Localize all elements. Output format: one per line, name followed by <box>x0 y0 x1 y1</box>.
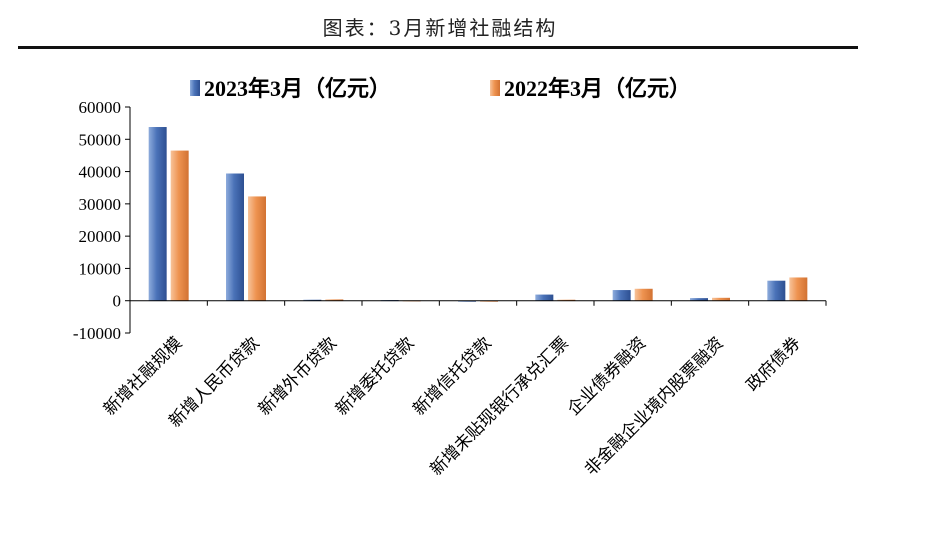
legend-swatch-1 <box>190 80 200 96</box>
x-category-label: 新增社融规模 <box>100 333 186 419</box>
bar-series-1 <box>612 290 631 301</box>
bar-series-2 <box>170 150 189 301</box>
x-axis: 新增社融规模新增人民币贷款新增外币贷款新增委托贷款新增信托贷款新增未贴现银行承兑… <box>100 300 827 480</box>
bar-series-2 <box>712 297 730 301</box>
bar-series-1 <box>148 127 167 301</box>
y-tick-label: 50000 <box>79 130 122 149</box>
y-axis: -10000 0 10000 20000 30000 40000 50000 60000 <box>73 98 131 343</box>
figure-caption: 图表：3月新增社融结构 <box>322 16 558 40</box>
x-category-label: 企业债券融资 <box>564 333 650 419</box>
y-tick-label: 10000 <box>79 259 122 278</box>
legend-label-2: 2022年3月（亿元） <box>504 76 691 101</box>
y-tick-label: 20000 <box>79 227 122 246</box>
x-category-label: 新增信托贷款 <box>409 333 495 419</box>
x-category-label: 新增未贴现银行承兑汇票 <box>426 333 572 479</box>
x-category-label: 新增外币贷款 <box>255 333 341 419</box>
y-tick-label: 30000 <box>79 195 122 214</box>
bar-series-2 <box>325 299 344 301</box>
bar-series-2 <box>248 196 266 301</box>
y-tick-label: 60000 <box>79 98 122 117</box>
x-category-label: 非金融企业境内股票融资 <box>581 333 727 479</box>
y-tick-label: -10000 <box>73 324 121 343</box>
bar-series-1 <box>226 173 244 301</box>
x-category-label: 政府债券 <box>743 333 805 395</box>
bar-series-1 <box>767 280 786 301</box>
chart-legend: 2023年3月（亿元） 2022年3月（亿元） <box>190 76 691 101</box>
bar-series-2 <box>634 288 653 301</box>
legend-label-1: 2023年3月（亿元） <box>204 76 391 101</box>
caption-underline <box>18 46 858 49</box>
bar-series-1 <box>690 298 708 301</box>
y-tick-label: 40000 <box>79 163 122 182</box>
bar-series-2 <box>789 277 808 301</box>
y-tick-label: 0 <box>113 292 122 311</box>
legend-swatch-2 <box>490 80 500 96</box>
x-category-label: 新增委托贷款 <box>332 333 418 419</box>
bar-series-1 <box>535 294 554 301</box>
bars <box>148 127 808 302</box>
